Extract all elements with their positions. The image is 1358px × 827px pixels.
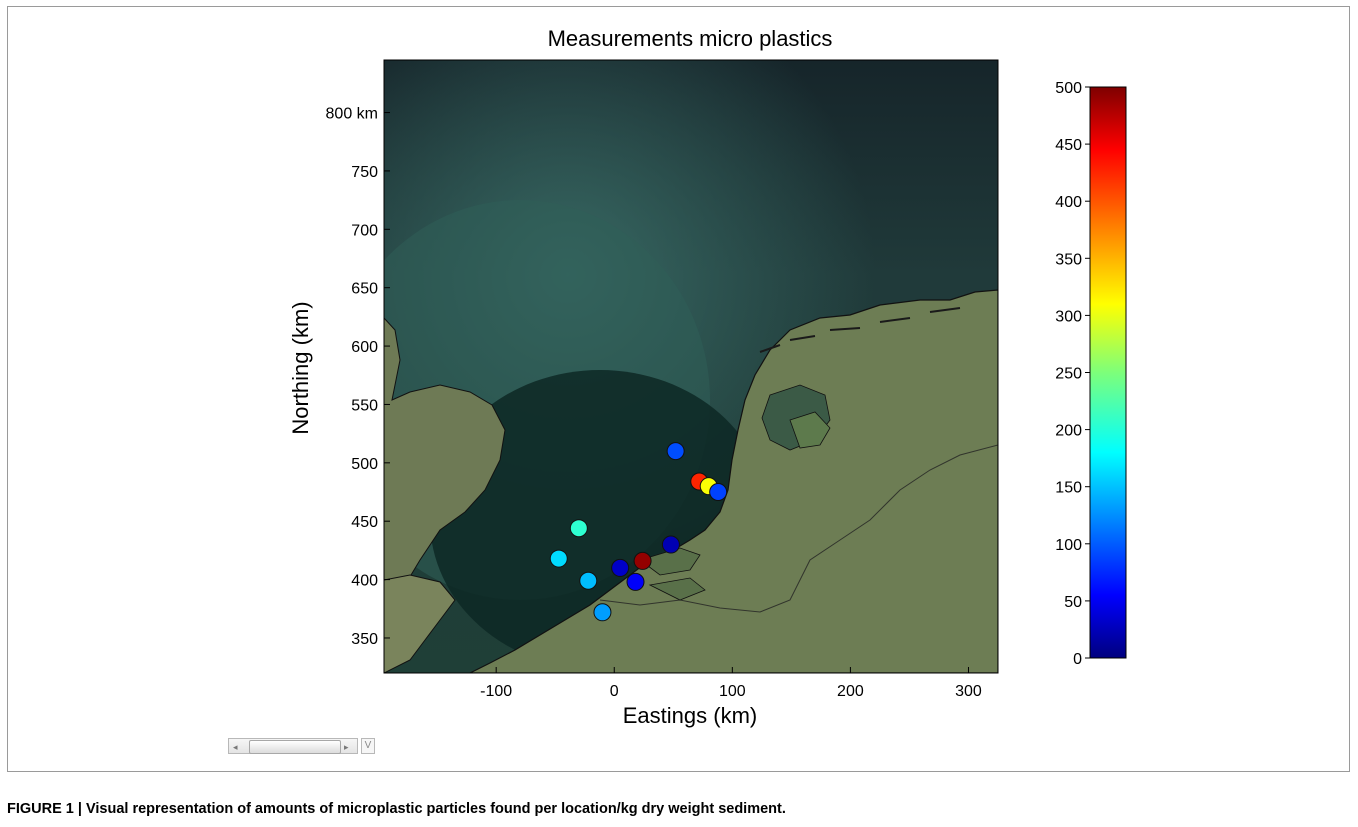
slider-thumb[interactable] (249, 740, 341, 754)
x-axis-label: Eastings (km) (623, 703, 757, 728)
y-tick-label: 500 (351, 456, 378, 473)
x-tick-label: -100 (480, 683, 512, 700)
data-point (661, 535, 680, 554)
y-tick-label: 700 (351, 222, 378, 239)
data-point (709, 483, 728, 502)
y-tick-label: 350 (351, 631, 378, 648)
figure-caption: FIGURE 1 | Visual representation of amou… (7, 801, 786, 817)
data-point (666, 442, 685, 461)
frisian-islands (759, 307, 961, 353)
chart: Measurements micro plastics -100 0 100 200 3… (288, 26, 1127, 728)
y-tick-label: 450 (351, 514, 378, 531)
colorbar-tick-label: 350 (1055, 251, 1082, 268)
country-border (599, 444, 998, 613)
colorbar-ticks: 0 50 100 150 200 250 300 350 400 450 500 (1055, 80, 1090, 668)
colorbar-tick-label: 500 (1055, 80, 1082, 97)
slider-v-button[interactable]: V (361, 738, 375, 754)
data-point (611, 558, 630, 577)
y-axis-label: Northing (km) (288, 301, 313, 434)
colorbar-tick-label: 250 (1055, 366, 1082, 383)
data-point (579, 571, 598, 590)
colorbar (1089, 86, 1127, 659)
colorbar-tick-label: 150 (1055, 480, 1082, 497)
x-tick-label: 200 (837, 683, 864, 700)
colorbar-tick-label: 50 (1064, 594, 1082, 611)
slider-left-arrow-icon[interactable]: ◂ (233, 742, 238, 752)
x-tick-label: 0 (610, 683, 619, 700)
colorbar-tick-label: 200 (1055, 423, 1082, 440)
data-point (549, 549, 568, 568)
x-tick-label: 300 (955, 683, 982, 700)
plot-frame (383, 59, 999, 674)
data-point (633, 551, 652, 570)
slider-track[interactable]: ◂ ▸ (228, 738, 358, 754)
data-point (626, 572, 645, 591)
colorbar-tick-label: 400 (1055, 194, 1082, 211)
data-points (549, 442, 728, 622)
colorbar-tick-label: 300 (1055, 308, 1082, 325)
slider-right-arrow-icon[interactable]: ▸ (344, 742, 349, 752)
y-tick-label: 550 (351, 397, 378, 414)
y-tick-label: 600 (351, 339, 378, 356)
y-tick-label: 650 (351, 281, 378, 298)
x-axis-ticks: -100 0 100 200 300 (480, 667, 982, 700)
data-point (593, 603, 612, 622)
chart-title: Measurements micro plastics (548, 26, 833, 51)
map-background (384, 60, 998, 673)
y-tick-label: 800 km (326, 106, 378, 123)
y-tick-label: 750 (351, 164, 378, 181)
y-axis-ticks: 350 400 450 500 550 600 650 700 750 800 km (326, 106, 390, 648)
colorbar-tick-label: 0 (1073, 651, 1082, 668)
horizontal-slider[interactable]: ◂ ▸ V (228, 738, 378, 756)
flevoland (789, 411, 831, 449)
land-england-south (384, 574, 456, 673)
colorbar-tick-label: 100 (1055, 537, 1082, 554)
x-tick-label: 100 (719, 683, 746, 700)
colorbar-tick-label: 450 (1055, 137, 1082, 154)
data-point (569, 519, 588, 538)
y-tick-label: 400 (351, 573, 378, 590)
land-continent (469, 289, 998, 673)
